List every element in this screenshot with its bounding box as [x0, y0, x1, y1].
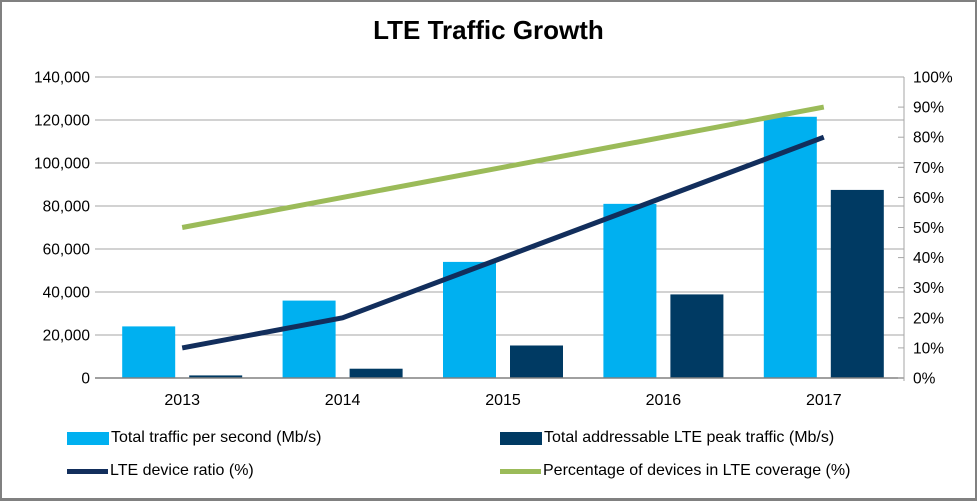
x-axis-label-2017: 2017 — [806, 392, 842, 409]
left-axis-tick-label: 100,000 — [34, 156, 90, 173]
chart-title: LTE Traffic Growth — [373, 15, 604, 45]
chart-legend: Total traffic per second (Mb/s) Total ad… — [2, 426, 975, 483]
x-axis-label-2015: 2015 — [485, 392, 521, 409]
legend-label-coverage: Percentage of devices in LTE coverage (%… — [543, 462, 851, 479]
legend-swatch-coverage — [500, 468, 541, 474]
legend-swatch-total-traffic — [67, 431, 109, 445]
legend-label-total-traffic: Total traffic per second (Mb/s) — [111, 429, 322, 446]
left-axis-tick-label: 20,000 — [43, 328, 91, 345]
right-axis-tick-label: 40% — [913, 250, 944, 267]
right-axis-tick-label: 20% — [913, 310, 944, 327]
legend-swatch-addressable-peak-traffic — [500, 431, 542, 445]
bar-2014-series0 — [282, 300, 336, 378]
right-axis-tick-label: 80% — [913, 130, 944, 147]
bar-2016-series1 — [670, 294, 724, 378]
legend-item-addressable-peak-traffic: Total addressable LTE peak traffic (Mb/s… — [500, 426, 975, 450]
bar-2013-series1 — [189, 375, 243, 378]
bar-2017-series0 — [763, 116, 817, 379]
right-axis-tick-label: 70% — [913, 160, 944, 177]
left-axis-tick-label: 60,000 — [43, 242, 91, 259]
right-axis-tick-label: 0% — [913, 371, 936, 388]
bar-2014-series1 — [349, 368, 403, 378]
left-axis-tick-label: 80,000 — [43, 199, 91, 216]
right-axis-tick-label: 10% — [913, 340, 944, 357]
bar-2017-series1 — [830, 189, 884, 378]
right-axis-tick-label: 30% — [913, 280, 944, 297]
legend-item-total-traffic: Total traffic per second (Mb/s) — [67, 426, 500, 450]
right-axis-tick-label: 60% — [913, 190, 944, 207]
left-axis-tick-label: 0 — [81, 371, 90, 388]
x-axis-label-2014: 2014 — [325, 392, 361, 409]
x-axis-label-2016: 2016 — [646, 392, 682, 409]
bar-2015-series1 — [510, 345, 563, 378]
legend-swatch-device-ratio — [67, 468, 108, 474]
left-axis-tick-label: 120,000 — [34, 113, 90, 130]
left-axis-tick-label: 140,000 — [34, 70, 90, 87]
legend-label-addressable-peak-traffic: Total addressable LTE peak traffic (Mb/s… — [544, 429, 835, 446]
right-axis-tick-label: 90% — [913, 100, 944, 117]
bar-2015-series0 — [443, 261, 496, 378]
right-axis-tick-label: 50% — [913, 220, 944, 237]
legend-label-device-ratio: LTE device ratio (%) — [110, 462, 254, 479]
legend-item-coverage: Percentage of devices in LTE coverage (%… — [500, 459, 975, 483]
bar-2013-series0 — [122, 326, 176, 378]
x-axis-label-2013: 2013 — [164, 392, 200, 409]
right-axis-tick-label: 100% — [913, 70, 953, 87]
line-series-1 — [181, 104, 825, 230]
left-axis-tick-label: 40,000 — [43, 285, 91, 302]
line-series-0 — [181, 134, 825, 351]
bar-2016-series0 — [603, 203, 657, 378]
legend-item-device-ratio: LTE device ratio (%) — [67, 459, 500, 483]
